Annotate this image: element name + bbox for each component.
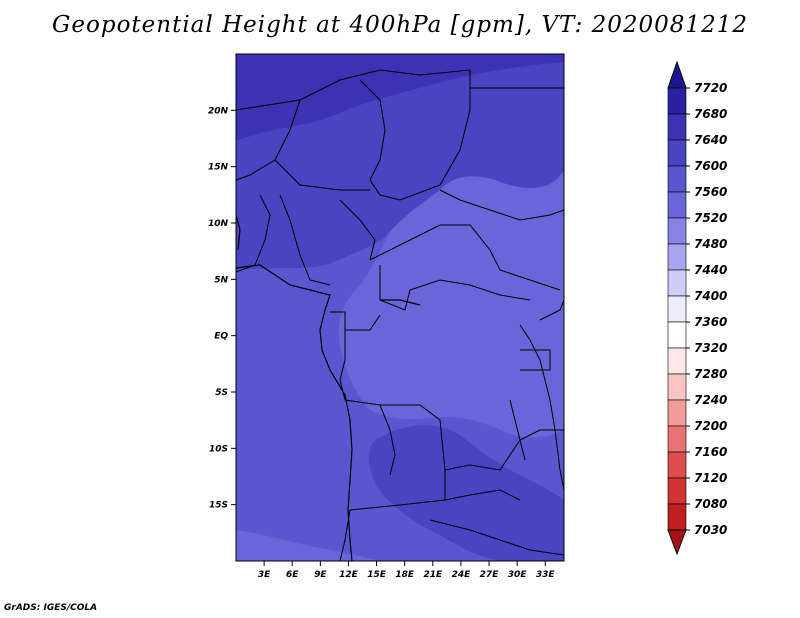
- colorbar-segment: [667, 399, 687, 427]
- x-tick-label: 9E: [314, 570, 327, 580]
- x-axis: 3E 6E 9E 12E 15E 18E 21E 24E 27E 30E 33E: [258, 561, 556, 580]
- colorbar: 7720 7680 7640 7600 7560 7520 7480 7440 7400 7360…: [667, 60, 727, 556]
- y-tick-label: EQ: [214, 332, 228, 342]
- y-tick-label: 20N: [208, 106, 229, 116]
- colorbar-segment: [667, 243, 687, 271]
- country-borders: [236, 69, 564, 561]
- colorbar-label: 7640: [694, 133, 727, 147]
- x-tick-label: 3E: [258, 570, 271, 580]
- colorbar-segment: [667, 321, 687, 349]
- colorbar-label: 7080: [694, 497, 727, 511]
- colorbar-segment: [667, 373, 687, 401]
- x-tick-label: 33E: [536, 570, 556, 580]
- colorbar-label: 7680: [694, 107, 727, 121]
- colorbar-label: 7600: [694, 159, 727, 173]
- coastline: [236, 214, 421, 561]
- colorbar-segment: [667, 347, 687, 375]
- colorbar-label: 7320: [694, 341, 727, 355]
- x-tick-label: 15E: [367, 570, 387, 580]
- colorbar-label: 7520: [694, 211, 727, 225]
- colorbar-segment: [667, 477, 687, 505]
- x-tick-label: 27E: [480, 570, 500, 580]
- contour-band-7520-central: [338, 170, 564, 438]
- colorbar-label: 7720: [694, 81, 727, 95]
- colorbar-segment: [667, 165, 687, 193]
- colorbar-segment: [667, 113, 687, 141]
- colorbar-segment: [667, 191, 687, 219]
- map-frame: [235, 53, 565, 562]
- colorbar-label: 7120: [694, 471, 727, 485]
- colorbar-label: 7360: [694, 315, 727, 329]
- y-tick-label: 15S: [209, 501, 228, 511]
- colorbar-segment: [667, 451, 687, 479]
- y-tick-label: 15N: [208, 163, 229, 173]
- colorbar-segment: [667, 269, 687, 297]
- colorbar-segment: [667, 139, 687, 167]
- y-tick-label: 10N: [208, 219, 229, 229]
- x-tick-label: 30E: [508, 570, 528, 580]
- contour-band-7600-south: [368, 425, 564, 561]
- colorbar-label: 7440: [694, 263, 727, 277]
- grads-credit: GrADS: IGES/COLA: [4, 603, 98, 613]
- x-tick-label: 18E: [395, 570, 415, 580]
- y-tick-label: 10S: [209, 444, 228, 454]
- colorbar-label: 7400: [694, 289, 727, 303]
- colorbar-segment: [667, 295, 687, 323]
- colorbar-label: 7200: [694, 419, 727, 433]
- contour-band-7640-north: [236, 54, 564, 140]
- map-title: Geopotential Height at 400hPa [gpm], VT:…: [52, 12, 748, 38]
- colorbar-segment: [667, 217, 687, 245]
- colorbar-label: 7560: [694, 185, 727, 199]
- x-tick-label: 21E: [423, 570, 443, 580]
- colorbar-segment: [667, 503, 687, 531]
- colorbar-label: 7030: [694, 523, 727, 537]
- colorbar-segment: [667, 425, 687, 453]
- contour-band-7520-south: [236, 530, 380, 561]
- colorbar-segment: [667, 87, 687, 115]
- y-tick-label: 5S: [215, 388, 228, 398]
- x-tick-label: 12E: [339, 570, 359, 580]
- x-tick-label: 24E: [452, 570, 472, 580]
- colorbar-label: 7280: [694, 367, 727, 381]
- y-tick-label: 5N: [214, 275, 228, 285]
- x-tick-label: 6E: [286, 570, 299, 580]
- colorbar-label: 7160: [694, 445, 727, 459]
- colorbar-bottom-arrow: [667, 529, 687, 556]
- colorbar-top-arrow: [667, 60, 687, 89]
- y-axis: 20N 15N 10N 5N EQ 5S 10S 15S: [208, 106, 236, 511]
- colorbar-label: 7240: [694, 393, 727, 407]
- colorbar-label: 7480: [694, 237, 727, 251]
